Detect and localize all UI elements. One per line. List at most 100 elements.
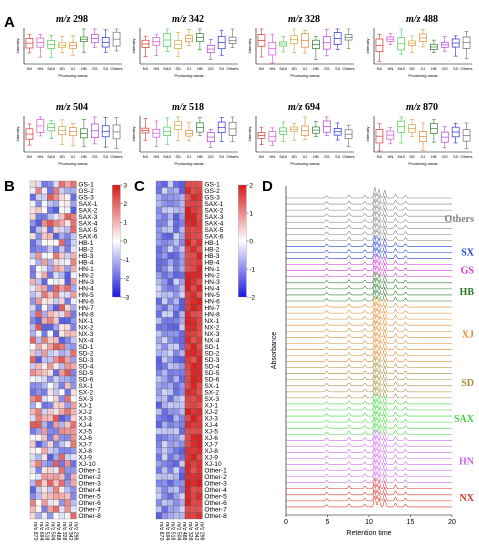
heatmap-cell [35,492,42,500]
heatmap-cell [155,317,162,325]
heatmap-cell [161,291,168,299]
heatmap-cell [64,271,71,279]
heatmap-cell [167,330,174,338]
heatmap-cell [41,271,48,279]
heatmap-cell [47,492,54,500]
heatmap-cell [35,219,42,227]
heatmap-row-label: HN-3 [204,279,220,286]
heatmap-cell [64,395,71,403]
heatmap-cell [29,180,36,188]
boxplot-x-label: Producing areas [408,73,437,78]
heatmap-cell [167,239,174,247]
heatmap-cell [167,375,174,383]
heatmap-cell [64,434,71,442]
heatmap-cell [41,252,48,260]
boxplot-category-label: SD [59,154,65,159]
heatmap-cell [179,336,186,344]
heatmap-cell [167,180,174,188]
heatmap-cell [29,258,36,266]
heatmap-panel_c: GS-1GS-2GS-3SAX-1SAX-2SAX-3SAX-4SAX-5SAX… [155,180,256,541]
heatmap-cell [179,291,186,299]
heatmap-cell [155,336,162,344]
heatmap-row-label: SD-3 [78,357,93,364]
heatmap-row-label: XJ-10 [78,461,96,468]
heatmap-cell [179,219,186,227]
heatmap-cell [58,310,65,318]
heatmap-cell [184,258,191,266]
heatmap-cell [155,219,162,227]
heatmap-cell [184,460,191,468]
heatmap-cell [184,453,191,461]
heatmap-cell [173,382,180,390]
heatmap-cell [53,434,60,442]
heatmap-cell [29,213,36,221]
heatmap-cell [184,499,191,507]
heatmap-cell [161,395,168,403]
heatmap-cell [64,323,71,331]
heatmap-cell [35,252,42,260]
heatmap-cell [64,317,71,325]
heatmap-cell [53,414,60,422]
heatmap-cell [155,265,162,273]
heatmap-cell [184,193,191,201]
heatmap-cell [155,187,162,195]
boxplot-title-value: 488 [423,14,438,25]
heatmap-cell [29,388,36,396]
heatmap-cell [161,304,168,312]
heatmap-cell [161,492,168,500]
heatmap-cell [179,258,186,266]
boxplot-title-prefix: m/z [288,102,305,113]
colorbar [112,184,121,298]
heatmap-cell [196,265,203,273]
heatmap-cell [64,219,71,227]
heatmap-cell [35,206,42,214]
heatmap-cell [190,473,197,481]
boxplot-title: m/z 518 [172,102,204,113]
heatmap-row-label: XJ-3 [78,415,92,422]
heatmap-cell [179,226,186,234]
boxplot-category-label: Others [227,154,239,159]
heatmap-cell [47,317,54,325]
heatmap-row-label: HN-8 [78,311,94,318]
boxplot-category-label: Others [343,66,355,71]
chromatogram-group-sd: SD [286,356,474,399]
heatmap-cell [184,304,191,312]
heatmap-cell [29,265,36,273]
heatmap-cell [53,291,60,299]
heatmap-row-label: HB-1 [204,240,219,247]
heatmap-cell [179,304,186,312]
heatmap-cell [190,414,197,422]
heatmap-cell [179,323,186,331]
heatmap-row-label: XJ-6 [78,435,92,442]
chromatogram-x-tick-label: 5 [326,519,330,526]
heatmap-cell [53,362,60,370]
heatmap-cell [58,356,65,364]
chromatogram-trace [286,411,452,423]
heatmap-cell [190,486,197,494]
heatmap-cell [190,349,197,357]
heatmap-cell [29,486,36,494]
heatmap-row-label: SX-2 [204,389,219,396]
chromatogram-trace [286,235,452,247]
heatmap-cell [173,297,180,305]
heatmap-cell [41,187,48,195]
chromatogram-trace [286,302,452,314]
heatmap-cell [53,193,60,201]
heatmap-cell [35,375,42,383]
boxplot-category-label: GS [442,154,448,159]
boxplot-category-label: HN [269,66,275,71]
heatmap-cell [196,232,203,240]
heatmap-cell [47,193,54,201]
heatmap-cell [155,460,162,468]
heatmap-column-label: m/z 342 [193,522,199,541]
heatmap-cell [53,486,60,494]
boxplot-mz-504: m/z 504 Intensity Producing areas NX HN SAX SD… [15,102,123,166]
boxplot-title: m/z 298 [56,14,88,25]
heatmap-cell [173,291,180,299]
heatmap-cell [58,317,65,325]
heatmap-cell [64,200,71,208]
boxplot-title-value: 518 [189,102,204,113]
heatmap-cell [70,278,77,286]
heatmap-cell [53,408,60,416]
heatmap-cell [161,317,168,325]
